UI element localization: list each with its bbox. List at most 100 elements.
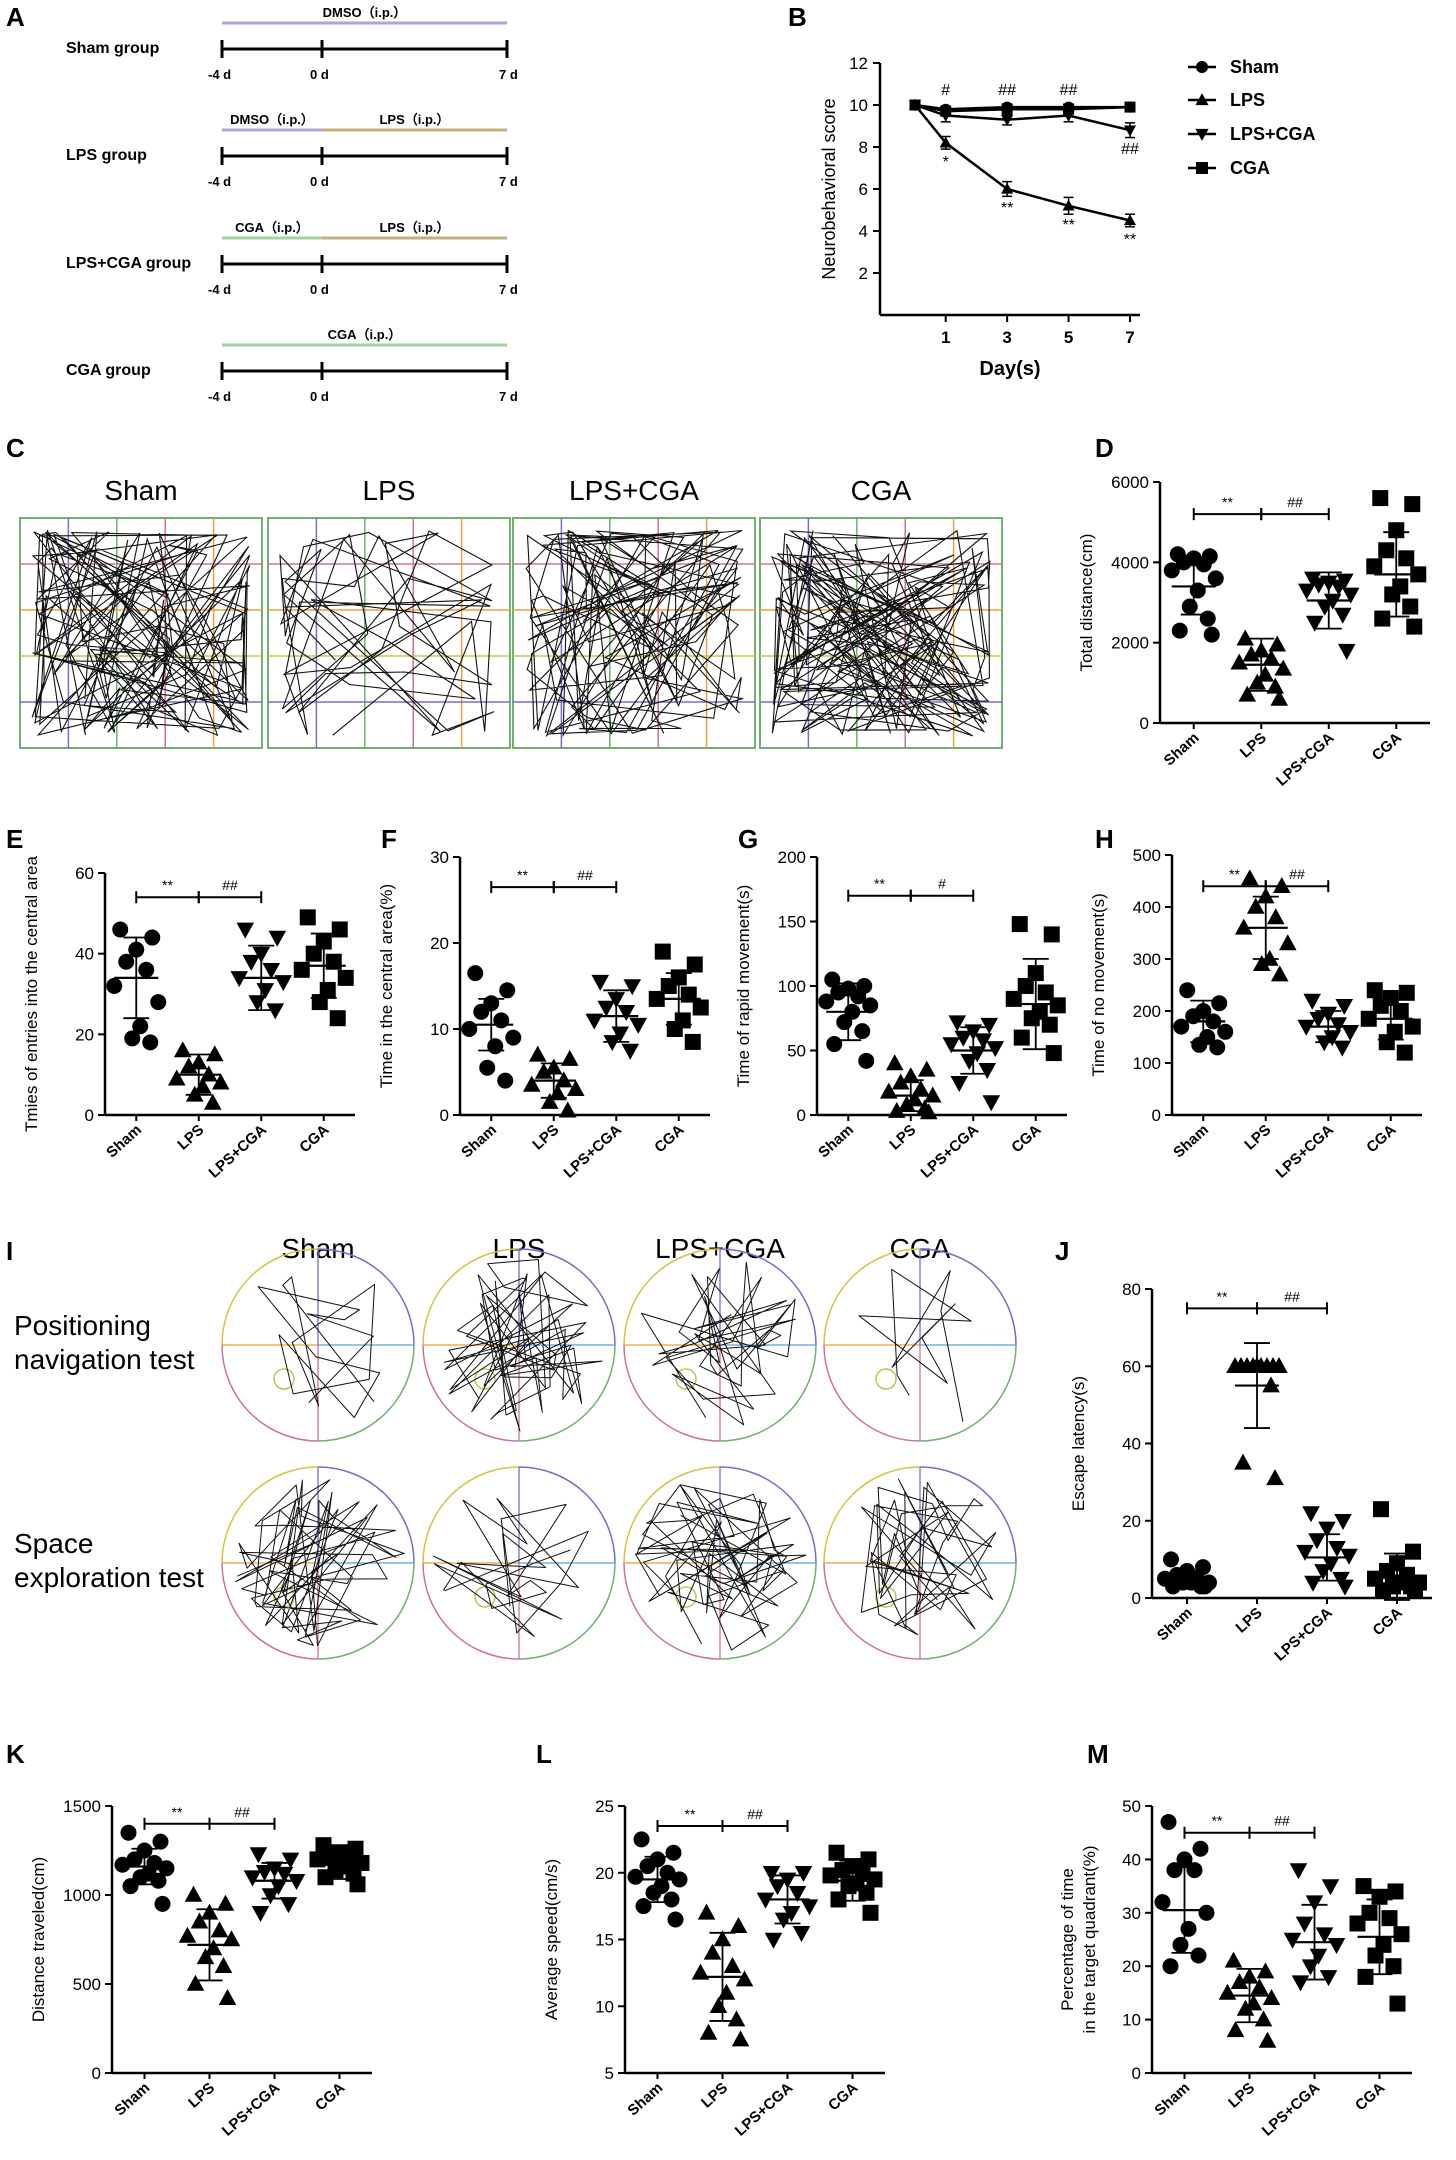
data-point (1041, 1016, 1058, 1033)
significance-mark: ** (685, 1806, 696, 1822)
data-point (691, 1963, 710, 1980)
timeline-tick-label: 7 d (499, 282, 518, 297)
pool-arc (221, 1344, 319, 1442)
data-point (1195, 556, 1212, 573)
data-point (1407, 1582, 1423, 1599)
significance-annotation: ** (1062, 217, 1074, 234)
data-point (948, 1015, 967, 1032)
data-point (1404, 1018, 1421, 1035)
series-point (909, 99, 921, 111)
timeline-tick-label: -4 d (208, 67, 231, 82)
data-point (1309, 577, 1328, 594)
y-tick-label: 500 (73, 1975, 101, 1994)
y-tick-label: 100 (1133, 1054, 1161, 1073)
y-axis-title: Neurobehavioral score (819, 98, 839, 279)
data-point (629, 1017, 648, 1034)
data-point (186, 1974, 205, 1991)
data-point (487, 1038, 504, 1055)
data-point (554, 1071, 573, 1088)
data-point (950, 1075, 969, 1092)
data-point (150, 1872, 167, 1889)
data-point (1005, 990, 1022, 1007)
swim-path (257, 1276, 381, 1418)
data-point (230, 971, 249, 988)
panel-label-g: G (738, 824, 758, 854)
data-point (1278, 934, 1297, 951)
data-point (697, 1903, 716, 1920)
pool-arc (221, 1248, 319, 1346)
data-point (980, 1017, 999, 1034)
data-point (1367, 1947, 1384, 1964)
timeline-tick-label: 0 d (310, 174, 329, 189)
scatter-chart-m: 0 10 20 30 40 50 Sham LPS LPS+CGA CGA Percentage o… (1058, 1797, 1412, 2140)
pool-arc (518, 1248, 616, 1346)
data-point (1166, 1862, 1183, 1879)
x-tick-label: CGA (312, 2079, 348, 2114)
data-point (1163, 1551, 1179, 1568)
data-point (1230, 653, 1249, 670)
data-point (1165, 1578, 1181, 1595)
y-tick-label: 0 (440, 1106, 449, 1125)
x-tick-label: 1 (941, 328, 950, 347)
pool-arc (823, 1344, 921, 1442)
data-point (1172, 1936, 1189, 1953)
pool-arc (221, 1466, 319, 1564)
data-point (497, 1072, 514, 1089)
data-point (1262, 649, 1281, 666)
panel-label-h: H (1095, 824, 1114, 854)
data-point (1335, 999, 1354, 1015)
pool-arc (919, 1344, 1017, 1442)
data-point (1291, 1975, 1310, 1992)
movement-track (525, 529, 745, 738)
y-axis-title: Time of no movement(s) (1089, 893, 1108, 1077)
data-point (717, 1983, 736, 2000)
data-point (349, 1876, 366, 1893)
pool-arc (919, 1466, 1017, 1564)
y-tick-label: 40 (1122, 1850, 1141, 1869)
data-point (558, 1101, 577, 1118)
data-point (1254, 2010, 1273, 2027)
data-point (1374, 610, 1391, 627)
pool-arc (823, 1466, 921, 1564)
data-point (1217, 1023, 1234, 1040)
data-point (1289, 1863, 1308, 1880)
pool-arc (422, 1466, 520, 1564)
data-point (729, 1916, 748, 1933)
data-point (1266, 908, 1285, 925)
data-point (703, 1943, 722, 1960)
panel-label-f: F (381, 824, 397, 854)
pool-arc (623, 1466, 721, 1564)
timeline-treatment-label: LPS（i.p.） (379, 220, 449, 235)
data-point (243, 1870, 262, 1887)
timeline-treatment-label: LPS（i.p.） (379, 112, 449, 127)
legend-marker (1195, 128, 1209, 141)
significance-annotation: ** (1124, 232, 1136, 249)
data-point (585, 1013, 604, 1030)
data-point (699, 2023, 718, 2040)
data-point (1270, 689, 1289, 706)
data-point (617, 1005, 636, 1021)
timeline-group-label: Sham group (66, 40, 160, 57)
data-point (1186, 1862, 1203, 1879)
panel-label-l: L (536, 1739, 552, 1769)
data-point (287, 1873, 306, 1890)
data-point (660, 978, 677, 994)
data-point (248, 995, 267, 1012)
data-point (1398, 984, 1415, 1001)
data-point (1017, 978, 1034, 994)
significance-mark: ## (1289, 866, 1305, 882)
timeline-tick-label: 7 d (499, 67, 518, 82)
series-point (1123, 214, 1137, 226)
arena-title: LPS+CGA (569, 475, 699, 506)
data-point (142, 1034, 159, 1051)
y-tick-label: 2000 (1111, 634, 1149, 653)
y-tick-label: 12 (849, 54, 868, 73)
data-point (118, 953, 135, 970)
y-tick-label: 0 (92, 2064, 101, 2083)
y-axis-title: Total distance(cm) (1077, 534, 1096, 672)
data-point (960, 1054, 979, 1071)
data-point (132, 1018, 149, 1035)
swim-path (443, 1259, 603, 1432)
